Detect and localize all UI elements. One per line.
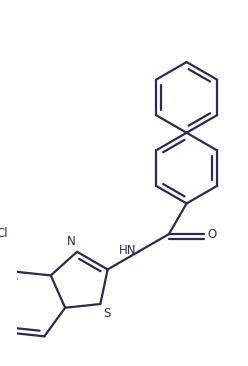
Text: O: O [207,228,216,240]
Text: N: N [66,235,75,248]
Text: Cl: Cl [0,227,8,240]
Text: S: S [103,307,111,320]
Text: HN: HN [119,244,136,257]
